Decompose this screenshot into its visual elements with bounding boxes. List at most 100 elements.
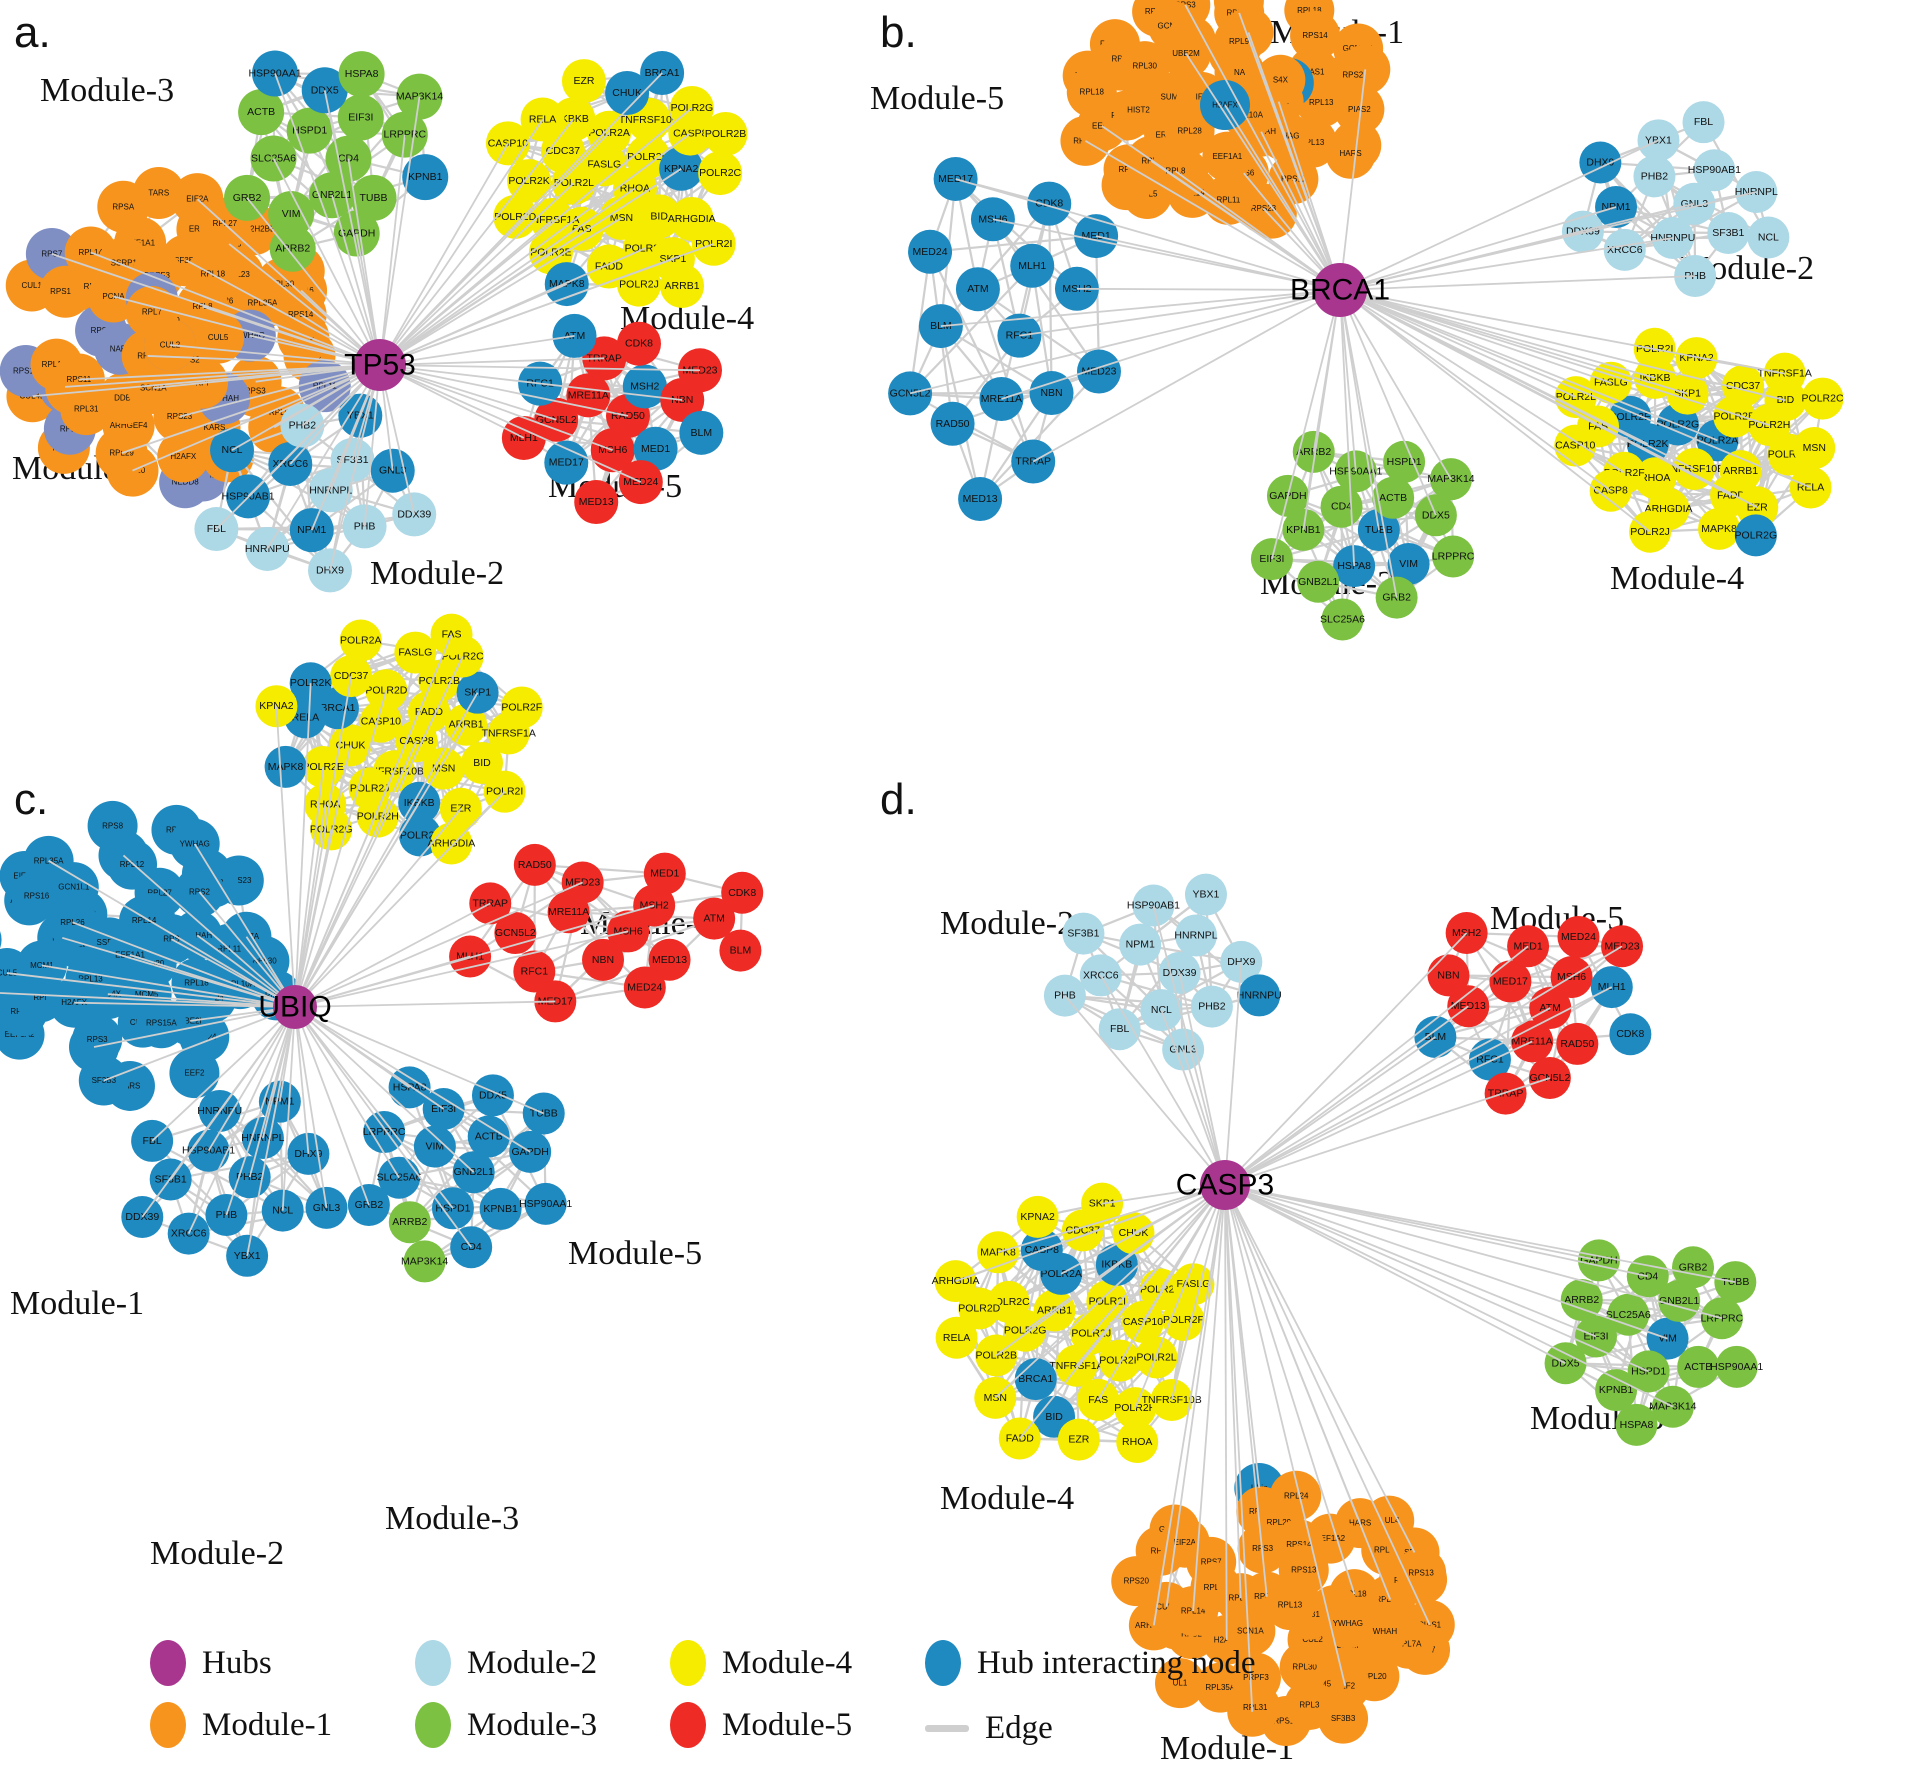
network-node[interactable]: RELA xyxy=(1789,466,1832,509)
network-node[interactable]: MSN xyxy=(1793,427,1836,470)
network-node[interactable]: BLM xyxy=(679,410,724,455)
network-node[interactable]: MSH2 xyxy=(622,364,667,409)
network-node[interactable]: HSPD1 xyxy=(286,107,333,154)
network-node[interactable]: POLR2I xyxy=(691,221,736,266)
network-node[interactable]: RPS13 xyxy=(1396,1547,1447,1598)
network-node[interactable]: SF3B1 xyxy=(1707,212,1750,255)
network-node[interactable]: DDX39 xyxy=(121,1195,164,1238)
network-node[interactable]: HNRNPL xyxy=(1174,914,1218,957)
network-node[interactable]: LRPPRC xyxy=(1432,535,1475,578)
network-node[interactable]: PHB xyxy=(1043,974,1086,1017)
network-node[interactable]: CASP10 xyxy=(485,121,530,166)
network-node[interactable]: MAPK8 xyxy=(1698,507,1741,550)
network-node[interactable]: POLR2D xyxy=(493,194,538,239)
network-node[interactable]: MAP3K14 xyxy=(401,1240,448,1283)
network-node[interactable]: BLM xyxy=(719,929,762,972)
network-node[interactable]: GRB2 xyxy=(347,1183,390,1226)
network-node[interactable]: RPL18 xyxy=(1066,67,1117,118)
network-node[interactable]: RPL26 xyxy=(47,897,98,948)
network-node[interactable]: GNL3 xyxy=(305,1186,348,1229)
network-node[interactable]: MED23 xyxy=(1076,349,1121,394)
network-node[interactable]: ARRB1 xyxy=(660,263,705,308)
network-node[interactable]: HSP90AA1 xyxy=(1710,1345,1763,1388)
network-node[interactable]: RAD50 xyxy=(513,843,556,886)
network-node[interactable]: ARRB2 xyxy=(388,1201,431,1244)
network-node[interactable]: RHOA xyxy=(1116,1420,1159,1463)
network-node[interactable]: CDK8 xyxy=(617,321,662,366)
network-node[interactable]: LRPPRC xyxy=(363,1111,406,1154)
network-node[interactable]: LRPPRC xyxy=(1701,1297,1744,1340)
network-node[interactable]: DHX9 xyxy=(1579,141,1622,184)
network-node[interactable]: POLR2F xyxy=(1162,1298,1205,1341)
network-node[interactable]: HIST2 xyxy=(1113,85,1164,136)
network-node[interactable]: POLR2A xyxy=(339,619,382,662)
network-node[interactable]: DDX5 xyxy=(1414,494,1457,537)
network-node[interactable]: EIF3I xyxy=(1250,538,1293,581)
network-node[interactable]: HNRNPL xyxy=(1735,171,1778,214)
network-node[interactable]: ATM xyxy=(955,267,1000,312)
network-node[interactable]: HSP90AA1 xyxy=(519,1182,572,1225)
network-node[interactable]: MSN xyxy=(422,747,465,790)
network-node[interactable]: MED23 xyxy=(561,861,604,904)
network-node[interactable]: NBN xyxy=(582,938,625,981)
network-node[interactable]: MAPK8 xyxy=(264,745,307,788)
network-node[interactable]: MED1 xyxy=(1074,214,1119,259)
network-node[interactable]: FBL xyxy=(1682,101,1725,144)
network-node[interactable]: GCN5L2 xyxy=(888,371,933,416)
network-node[interactable]: VIM xyxy=(413,1125,456,1168)
network-node[interactable]: DDX5 xyxy=(471,1074,514,1117)
network-node[interactable]: XRCC6 xyxy=(1603,228,1646,271)
network-node[interactable]: CDK8 xyxy=(1609,1013,1652,1056)
network-node[interactable]: POLR2F xyxy=(500,686,543,729)
network-node[interactable]: ARRB2 xyxy=(269,225,316,272)
network-node[interactable]: MLH1 xyxy=(1010,243,1055,288)
network-node[interactable]: KPNB1 xyxy=(479,1187,522,1230)
network-node[interactable]: PHB2 xyxy=(1633,155,1676,198)
network-node[interactable]: MED24 xyxy=(908,229,953,274)
network-node[interactable]: XRCC6 xyxy=(1079,954,1122,997)
network-node[interactable]: NPM1 xyxy=(1119,923,1162,966)
network-node[interactable]: FAS xyxy=(1077,1378,1120,1421)
network-node[interactable]: POLR2B xyxy=(703,111,748,156)
network-node[interactable]: SKP1 xyxy=(1081,1182,1124,1225)
network-node[interactable]: GAPDH xyxy=(509,1130,552,1173)
network-node[interactable]: POLR2C xyxy=(1802,377,1844,420)
network-node[interactable]: ACTB xyxy=(1677,1345,1720,1388)
network-node[interactable]: KPNA2 xyxy=(1016,1195,1059,1238)
network-node[interactable]: EZR xyxy=(561,59,606,104)
network-node[interactable]: MED17 xyxy=(544,440,589,485)
network-node[interactable]: PHB2 xyxy=(1190,985,1233,1028)
network-node[interactable]: RPS6 xyxy=(0,915,2,965)
network-node[interactable]: POLR2C xyxy=(698,151,743,196)
network-node[interactable]: MED13 xyxy=(574,480,619,525)
network-node[interactable]: TRRAP xyxy=(1484,1072,1527,1115)
network-node[interactable]: CD4 xyxy=(450,1226,493,1269)
network-node[interactable]: HSPA8 xyxy=(338,51,385,98)
network-node[interactable]: MAPK8 xyxy=(977,1231,1020,1274)
network-node[interactable]: BRCA1 xyxy=(1014,1358,1057,1401)
network-node[interactable]: CDK8 xyxy=(721,871,764,914)
network-node[interactable]: RAD50 xyxy=(1556,1022,1599,1065)
network-node[interactable]: YBX1 xyxy=(1184,873,1227,916)
network-node[interactable]: FASLG xyxy=(394,631,437,674)
network-node[interactable]: GNB2L1 xyxy=(1297,560,1340,603)
network-node[interactable]: NCL xyxy=(1747,216,1790,259)
network-node[interactable]: SF3B1 xyxy=(1062,912,1105,955)
network-node[interactable]: MED13 xyxy=(958,477,1003,522)
network-node[interactable]: MLH1 xyxy=(1590,966,1633,1009)
network-node[interactable]: RPL14 xyxy=(119,895,170,946)
network-node[interactable]: RAD50 xyxy=(930,401,975,446)
network-node[interactable]: CDK8 xyxy=(1027,181,1072,226)
network-node[interactable]: NBN xyxy=(1427,954,1470,997)
network-node[interactable]: MED1 xyxy=(643,852,686,895)
network-node[interactable]: RELA xyxy=(935,1316,978,1359)
network-node[interactable]: RPS15A xyxy=(136,998,187,1049)
network-node[interactable]: GRB2 xyxy=(1672,1246,1715,1289)
network-node[interactable]: HSPA8 xyxy=(1615,1403,1658,1446)
network-node[interactable]: MED24 xyxy=(1557,915,1600,958)
network-node[interactable]: POLR2K xyxy=(1099,1339,1142,1382)
network-node[interactable]: DDX39 xyxy=(1158,951,1201,994)
network-node[interactable]: EZR xyxy=(1057,1418,1100,1461)
network-node[interactable]: DDX5 xyxy=(1544,1342,1587,1385)
network-node[interactable]: POLR2G xyxy=(1735,514,1778,557)
